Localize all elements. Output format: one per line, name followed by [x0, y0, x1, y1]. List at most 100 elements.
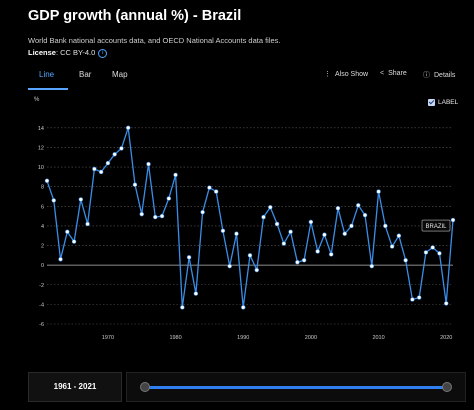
- y-tick-label: -2: [39, 283, 44, 289]
- data-point: [132, 182, 138, 187]
- source-text: World Bank national accounts data, and O…: [28, 36, 281, 45]
- data-point: [423, 250, 429, 255]
- y-tick-label: 6: [41, 204, 44, 210]
- info-circle-icon: ⓘ: [423, 72, 430, 79]
- tab-bar[interactable]: Bar: [79, 70, 92, 79]
- range-slider[interactable]: [126, 372, 466, 402]
- y-tick-label: 8: [41, 185, 44, 191]
- data-point: [301, 258, 307, 263]
- data-point: [193, 291, 199, 296]
- data-point: [389, 244, 395, 249]
- data-point: [227, 263, 232, 269]
- x-tick-label: 1980: [169, 335, 181, 341]
- slider-handle-end[interactable]: [442, 382, 452, 392]
- data-point: [444, 301, 449, 306]
- data-point: [308, 219, 314, 225]
- y-tick-label: -4: [39, 302, 44, 308]
- data-point: [376, 189, 381, 194]
- data-point: [369, 263, 374, 269]
- y-tick-label: -6: [39, 322, 44, 328]
- data-point: [44, 178, 50, 183]
- data-point: [295, 260, 300, 265]
- info-icon[interactable]: i: [98, 48, 108, 58]
- label-toggle-text: LABEL: [438, 99, 459, 107]
- data-point: [65, 229, 70, 234]
- y-tick-label: 12: [38, 145, 44, 151]
- page-title: GDP growth (annual %) - Brazil: [28, 8, 242, 24]
- tab-line[interactable]: Line: [39, 70, 55, 79]
- share-icon: <: [380, 70, 385, 77]
- data-point: [274, 221, 280, 227]
- data-point: [322, 232, 327, 237]
- data-point: [416, 295, 422, 300]
- y-tick-label: 4: [41, 224, 44, 230]
- data-point: [268, 205, 273, 210]
- data-point: [356, 203, 361, 208]
- chart-container: % 14 12 10 8 6 4 2 0 -2 -4 -6 1970 1980 1990 2000 2010 20…: [28, 90, 466, 366]
- license-line: License: CC BY-4.0 i: [28, 48, 108, 58]
- more-vert-icon: ⋮: [324, 71, 331, 78]
- data-point: [51, 198, 56, 203]
- data-point: [146, 161, 151, 167]
- slider-handle-start[interactable]: [140, 382, 150, 392]
- data-point: [315, 249, 320, 254]
- also-show-button[interactable]: ⋮ Also Show: [324, 70, 368, 78]
- data-point: [98, 169, 104, 175]
- data-point: [362, 212, 368, 218]
- data-point: [430, 245, 435, 250]
- data-point: [396, 233, 402, 238]
- data-point: [234, 231, 239, 236]
- data-point: [437, 251, 442, 256]
- x-tick-label: 2010: [372, 335, 384, 341]
- view-tabs: Line Bar Map ⋮ Also Show < Share ⓘ Details: [28, 64, 466, 91]
- data-point: [349, 223, 354, 229]
- data-point: [247, 253, 253, 258]
- label-toggle[interactable]: LABEL: [428, 99, 458, 106]
- y-unit-label: %: [34, 97, 40, 103]
- data-point: [213, 189, 219, 194]
- slider-track[interactable]: [145, 386, 447, 389]
- data-point: [112, 152, 117, 157]
- data-point: [159, 213, 165, 219]
- tab-map[interactable]: Map: [112, 70, 128, 79]
- x-tick-label: 2020: [440, 335, 452, 341]
- data-point: [342, 231, 347, 236]
- details-button[interactable]: ⓘ Details: [423, 70, 455, 80]
- series-end-label: BRAZIL: [425, 224, 447, 230]
- data-point: [450, 217, 456, 223]
- data-point: [78, 197, 84, 202]
- range-bar: 1961 - 2021: [28, 372, 466, 402]
- data-point: [105, 160, 111, 166]
- data-point: [186, 255, 192, 260]
- data-point: [288, 229, 293, 234]
- y-tick-label: 2: [41, 244, 44, 250]
- license-value: : CC BY-4.0: [55, 48, 96, 57]
- data-point: [71, 239, 77, 244]
- x-tick-label: 1990: [237, 335, 249, 341]
- data-point: [92, 166, 97, 172]
- data-point: [410, 297, 415, 302]
- data-point: [85, 221, 90, 227]
- share-button[interactable]: < Share: [380, 70, 407, 77]
- y-tick-label: 10: [38, 165, 44, 171]
- data-point: [403, 258, 408, 263]
- x-tick-label: 1970: [102, 335, 114, 341]
- y-tick-label: 0: [41, 263, 44, 269]
- range-label: 1961 - 2021: [28, 372, 122, 402]
- checkbox-icon[interactable]: [428, 99, 435, 106]
- data-point: [254, 267, 259, 273]
- data-point: [281, 241, 287, 246]
- data-point: [329, 252, 334, 257]
- data-point: [200, 209, 205, 215]
- data-point: [180, 305, 185, 310]
- data-point: [119, 146, 124, 151]
- data-point: [58, 257, 63, 262]
- data-point: [173, 172, 178, 178]
- line-chart: % 14 12 10 8 6 4 2 0 -2 -4 -6 1970 1980 1990 2000 2010 20…: [34, 97, 456, 341]
- data-point: [166, 196, 172, 201]
- also-show-label: Also Show: [335, 71, 369, 78]
- data-point: [241, 305, 246, 310]
- data-point: [220, 228, 226, 234]
- data-point: [153, 214, 158, 220]
- active-tab-indicator: [28, 88, 68, 90]
